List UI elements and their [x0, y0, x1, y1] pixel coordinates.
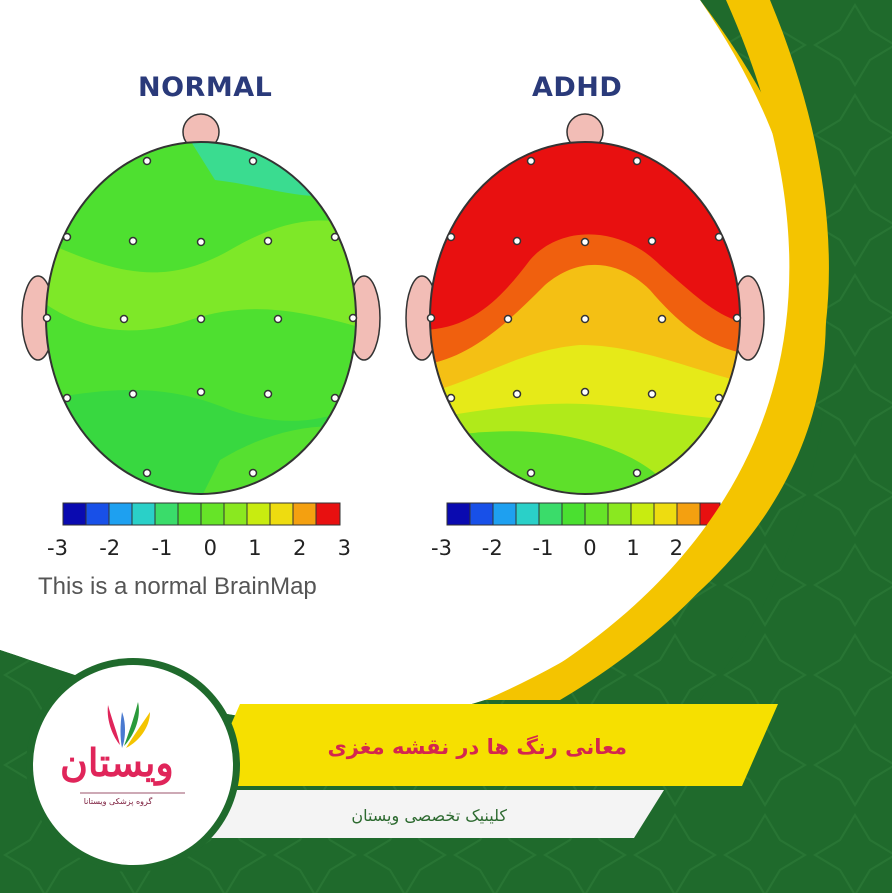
scale-label: 1	[248, 536, 262, 560]
title-banner	[204, 704, 778, 786]
adhd-title: ADHD	[532, 72, 623, 103]
banner-subtitle: کلینیک تخصصی ویستان	[351, 806, 507, 825]
scale-label: 0	[583, 536, 597, 560]
scale-label: -3	[47, 536, 68, 560]
normal-caption: This is a normal BrainMap	[38, 573, 317, 600]
scale-label: 2	[292, 536, 307, 560]
scale-label: -2	[99, 536, 121, 560]
scale-label: 3	[337, 536, 351, 560]
adhd-color-scale	[446, 502, 721, 526]
scale-label: -1	[151, 536, 173, 560]
scale-label: 0	[203, 536, 218, 560]
scale-label: -3	[431, 536, 452, 560]
logo-wordmark: ویستان	[60, 740, 174, 785]
logo-tagline: گروه پزشکی ویستانا	[83, 797, 153, 806]
scale-label: -1	[532, 536, 554, 560]
adhd-scale-labels: -3 -2 -1 0 1 2	[431, 536, 683, 560]
logo-circle	[33, 665, 233, 865]
scale-label: 1	[626, 536, 640, 560]
logo-leaf-icon	[107, 702, 150, 748]
normal-title: NORMAL	[138, 72, 273, 103]
scale-label: -2	[481, 536, 503, 560]
scale-label: 2	[669, 536, 683, 560]
normal-color-scale	[62, 502, 341, 526]
normal-scale-labels: -3 -2 -1 0 1 2 3	[47, 536, 351, 560]
banner-title: معانی رنگ ها در نقشه مغزی	[327, 735, 628, 759]
subtitle-banner	[180, 790, 664, 838]
